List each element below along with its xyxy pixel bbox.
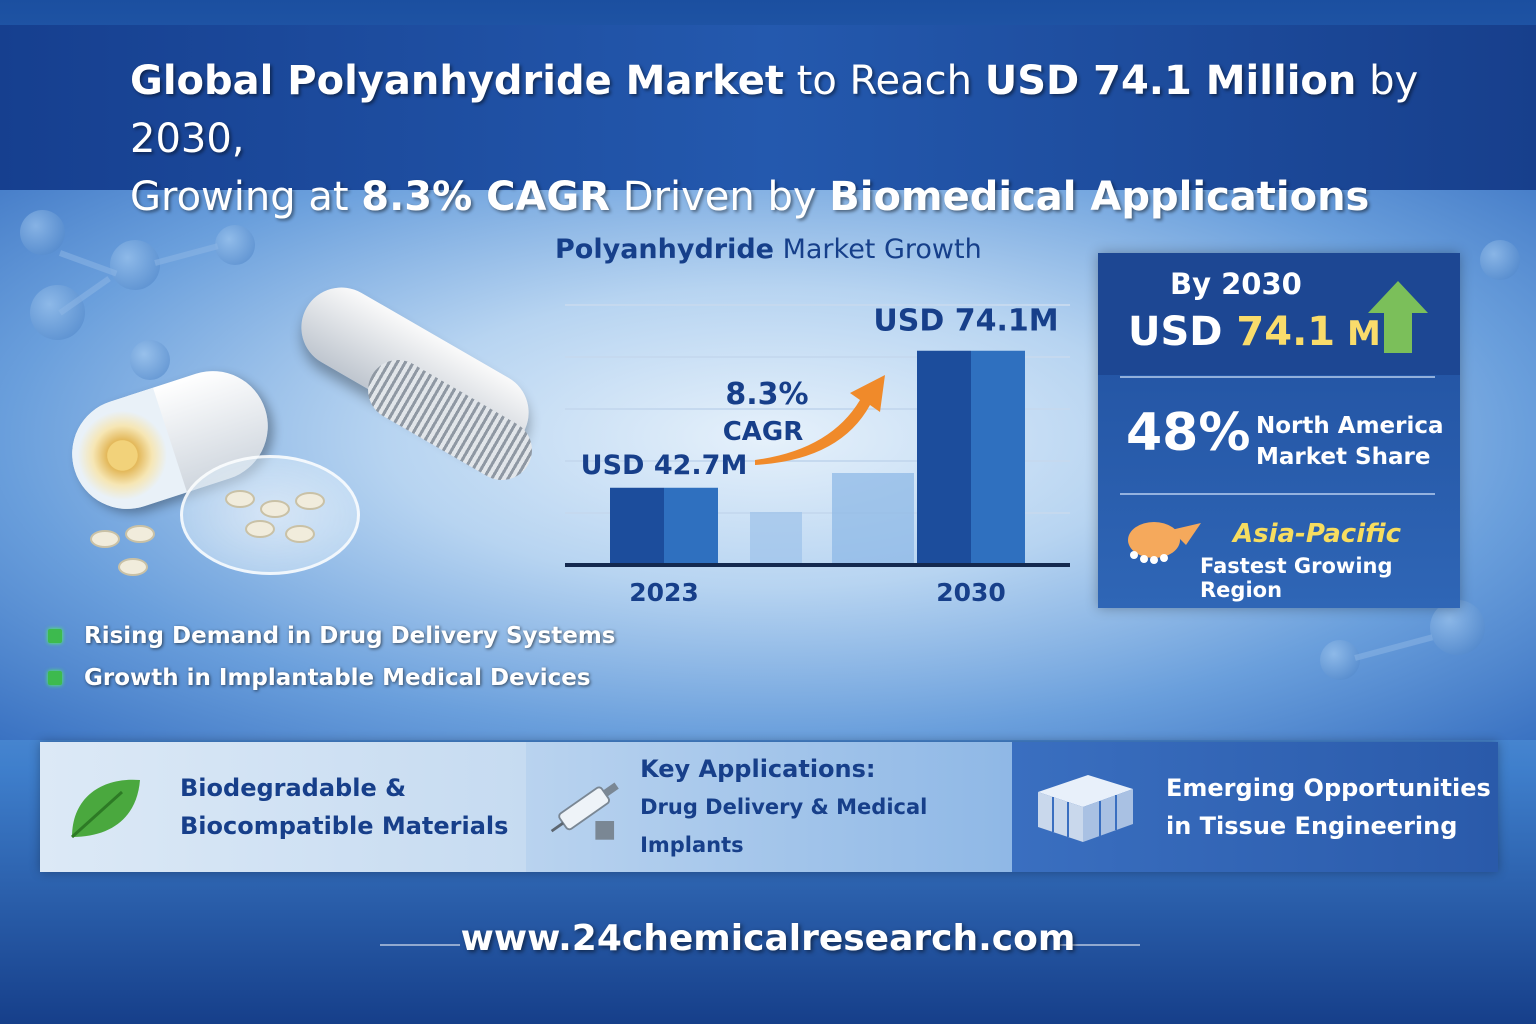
forecast-year: By 2030 bbox=[1170, 267, 1302, 301]
headline-segment: USD 74.1 Million bbox=[984, 58, 1357, 104]
website-link[interactable]: www.24chemicalresearch.com bbox=[460, 918, 1076, 959]
bullet-dot-icon bbox=[48, 671, 62, 685]
bullet-list: Rising Demand in Drug Delivery Systems G… bbox=[48, 615, 615, 699]
molecule-bond bbox=[58, 250, 118, 277]
bullet-text: Growth in Implantable Medical Devices bbox=[84, 665, 591, 691]
feature-strip: Biodegradable & Biocompatible Materials K… bbox=[40, 742, 1498, 872]
molecule-icon bbox=[1320, 640, 1360, 680]
forecast-unit: M bbox=[1335, 314, 1381, 354]
molecule-icon bbox=[1480, 240, 1520, 280]
share-label: North America Market Share bbox=[1256, 411, 1444, 473]
scaffold-icon bbox=[1038, 775, 1133, 842]
share-percent: 48% bbox=[1126, 403, 1251, 463]
card-line-1: Emerging Opportunities bbox=[1166, 774, 1491, 802]
leaf-icon bbox=[70, 779, 140, 839]
bullet-text: Rising Demand in Drug Delivery Systems bbox=[84, 623, 616, 649]
title-banner bbox=[0, 25, 1536, 190]
feature-card-tissue: Emerging Opportunities in Tissue Engineer… bbox=[1012, 742, 1498, 872]
cagr-value: 8.3% bbox=[725, 377, 808, 412]
feature-card-materials: Biodegradable & Biocompatible Materials bbox=[40, 742, 526, 872]
share-region: North America bbox=[1256, 413, 1444, 439]
hand-map-icon bbox=[1128, 522, 1201, 564]
divider bbox=[1120, 376, 1435, 378]
forecast-value: USD 74.1 M bbox=[1128, 309, 1381, 355]
growth-arrow-icon bbox=[755, 375, 885, 465]
stats-panel: By 2030 USD 74.1 M 48% North America Mark… bbox=[1098, 253, 1460, 608]
divider bbox=[1120, 493, 1435, 495]
fastest-region-desc: Fastest Growing Region bbox=[1200, 554, 1393, 602]
data-label: USD 74.1M bbox=[873, 304, 1058, 339]
bar-chart: USD 42.7M 2023 USD 74.1M 2030 8.3% CAGR bbox=[565, 304, 1070, 607]
tablet-icon bbox=[260, 500, 290, 518]
tablet-icon bbox=[125, 525, 155, 543]
headline-segment: Driven by bbox=[610, 174, 830, 220]
molecule-icon bbox=[20, 210, 65, 255]
headline: Global Polyanhydride Market to Reach USD… bbox=[130, 52, 1510, 226]
feature-card-applications: Key Applications: Drug Delivery & Medical… bbox=[526, 742, 1012, 872]
headline-segment: Growing at bbox=[130, 174, 362, 220]
headline-segment: Global Polyanhydride Market bbox=[130, 58, 784, 104]
x-tick-label: 2030 bbox=[936, 578, 1006, 607]
background-bar bbox=[832, 473, 914, 565]
bar-2030-highlight bbox=[971, 350, 1025, 565]
bar-2030 bbox=[917, 350, 971, 565]
tablet-icon bbox=[245, 520, 275, 538]
share-desc: Market Share bbox=[1256, 444, 1431, 470]
molecule-icon bbox=[215, 225, 255, 265]
card-line-2: Biocompatible Materials bbox=[180, 812, 509, 840]
divider bbox=[1060, 944, 1140, 946]
molecule-icon bbox=[1430, 600, 1485, 655]
bullet-item: Rising Demand in Drug Delivery Systems bbox=[48, 615, 615, 657]
tablet-icon bbox=[90, 530, 120, 548]
molecule-bond bbox=[1354, 634, 1434, 661]
molecule-icon bbox=[110, 240, 160, 290]
green-arrow-up-icon bbox=[1368, 281, 1428, 353]
molecule-icon bbox=[30, 285, 85, 340]
bar-2023 bbox=[610, 487, 664, 565]
fastest-region: Asia-Pacific bbox=[1233, 519, 1401, 549]
background-bar bbox=[750, 512, 802, 565]
data-label: USD 42.7M bbox=[581, 450, 748, 481]
forecast-prefix: USD bbox=[1128, 309, 1237, 355]
card-line-1: Biodegradable & bbox=[180, 774, 407, 802]
headline-line-2: Growing at 8.3% CAGR Driven by Biomedica… bbox=[130, 168, 1510, 226]
headline-segment: Biomedical Applications bbox=[829, 174, 1370, 220]
headline-line-1: Global Polyanhydride Market to Reach USD… bbox=[130, 52, 1510, 168]
tablet-icon bbox=[225, 490, 255, 508]
chart-title-rest: Market Growth bbox=[774, 234, 982, 265]
bullet-dot-icon bbox=[48, 629, 62, 643]
tablet-icon bbox=[118, 558, 148, 576]
headline-segment: 8.3% CAGR bbox=[361, 174, 611, 220]
card-line-2: in Tissue Engineering bbox=[1166, 812, 1458, 840]
molecule-icon bbox=[130, 340, 170, 380]
cagr-label: CAGR bbox=[723, 417, 804, 447]
chart-title: Polyanhydride Market Growth bbox=[555, 234, 982, 265]
headline-segment: to Reach bbox=[783, 58, 985, 104]
chart-title-bold: Polyanhydride bbox=[555, 234, 774, 265]
divider bbox=[380, 944, 460, 946]
syringe-icon bbox=[550, 782, 619, 840]
tablet-icon bbox=[285, 525, 315, 543]
card-line-2: Drug Delivery & Medical Implants bbox=[640, 795, 928, 857]
molecule-bond bbox=[154, 243, 219, 266]
forecast-number: 74.1 bbox=[1236, 309, 1336, 355]
headline-segment: by 2030, bbox=[130, 58, 1419, 162]
bullet-item: Growth in Implantable Medical Devices bbox=[48, 657, 615, 699]
tablet-icon bbox=[295, 492, 325, 510]
card-line-1: Key Applications: bbox=[640, 755, 876, 783]
x-tick-label: 2023 bbox=[629, 578, 699, 607]
bar-2023-highlight bbox=[664, 487, 718, 565]
